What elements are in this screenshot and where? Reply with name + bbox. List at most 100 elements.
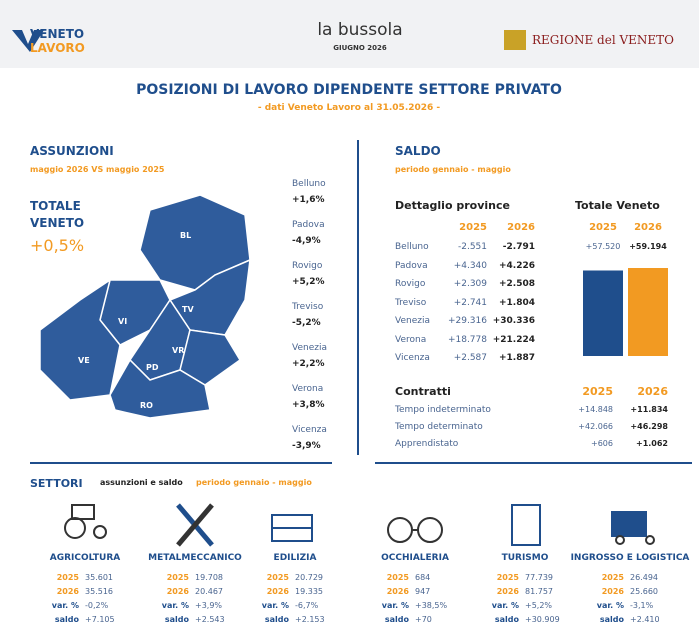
row-name: Tempo indeterminato: [395, 405, 491, 415]
sector-row-label: saldo: [264, 615, 289, 624]
sector-name: TURISMO: [501, 553, 549, 563]
sector-row-value: 81.757: [525, 587, 553, 596]
logo-text: LAVORO: [30, 41, 85, 55]
sector-row-value: 947: [415, 587, 431, 596]
section-heading: ASSUNZIONI: [30, 144, 114, 158]
map-label: TV: [182, 305, 194, 314]
logo-mark: [12, 30, 44, 52]
row-2025: -2.551: [457, 242, 487, 252]
sector-name: AGRICOLTURA: [49, 553, 121, 563]
province-name: Padova: [292, 220, 325, 230]
row-2025: +2.587: [453, 353, 487, 363]
row-2026: +1.887: [498, 353, 535, 363]
sector-row-value: 19.708: [195, 573, 223, 582]
title: POSIZIONI DI LAVORO DIPENDENTE SETTORE P…: [136, 82, 562, 98]
sector-row-value: -0,2%: [85, 601, 109, 610]
logo-text: VENETO: [30, 27, 85, 41]
subtitle: - dati Veneto Lavoro al 31.05.2026 -: [257, 103, 441, 113]
sector-row-value: 26.494: [630, 573, 658, 582]
province-value: +1,6%: [292, 195, 325, 205]
row-2026: +4.226: [498, 260, 535, 271]
sector-row-label: var. %: [596, 601, 624, 610]
province-value: +5,2%: [292, 277, 325, 287]
row-2026: +1.062: [635, 439, 668, 448]
row-2025: +2.309: [453, 279, 487, 289]
bar: [583, 270, 623, 356]
row-name: Tempo determinato: [395, 422, 483, 432]
map-label: RO: [140, 401, 153, 410]
section-heading: SALDO: [395, 144, 441, 158]
sector-row-label: var. %: [161, 601, 189, 610]
contracts-title: Contratti: [395, 385, 451, 398]
map: [39, 194, 251, 419]
row-2025: +14.848: [578, 405, 613, 414]
row-2025: +4.340: [453, 260, 487, 271]
province-value: -3,9%: [292, 441, 321, 451]
row-name: Vicenza: [395, 353, 430, 363]
map-label: PD: [146, 363, 159, 372]
bussola-title: la bussola: [317, 20, 403, 40]
sector-row-value: 35.601: [85, 573, 113, 582]
sector-row-value: 25.660: [630, 587, 658, 596]
sector-row-label: saldo: [54, 615, 79, 624]
header-band: [0, 0, 699, 68]
col-head: 2025: [459, 222, 487, 233]
row-2025: +18.778: [447, 334, 487, 345]
province-value: +3,8%: [292, 400, 325, 410]
section-subheading: periodo gennaio - maggio: [395, 165, 511, 174]
map-label: VI: [118, 317, 127, 326]
sector-row-label: saldo: [384, 615, 409, 624]
bussola-date: GIUGNO 2026: [333, 44, 387, 52]
province-name: Treviso: [292, 302, 324, 312]
sector-row-label: 2025: [266, 573, 289, 582]
detail-title: Dettaglio province: [395, 199, 510, 212]
sector-row-label: 2025: [56, 573, 79, 582]
region-logo: [504, 30, 526, 50]
bar: [628, 268, 668, 356]
sector-row-value: 19.335: [295, 587, 323, 596]
province-value: +2,2%: [292, 359, 325, 369]
sector-row-value: +2.543: [195, 615, 225, 624]
col-head: 2025: [582, 385, 613, 398]
province-name: Rovigo: [292, 261, 323, 271]
row-name: Venezia: [395, 316, 430, 326]
sector-row-label: 2026: [266, 587, 289, 596]
sector-row-value: +2.410: [630, 615, 660, 624]
row-name: Belluno: [395, 242, 429, 252]
row-2026: +1.804: [498, 297, 535, 308]
sector-row-value: +7.105: [85, 615, 115, 624]
sector-row-label: var. %: [261, 601, 289, 610]
sector-row-value: 20.467: [195, 587, 223, 596]
province-name: Venezia: [292, 343, 327, 353]
year: 2025: [589, 222, 617, 233]
map-label: VR: [172, 346, 184, 355]
sector-row-value: 684: [415, 573, 431, 582]
sector-row-label: 2026: [56, 587, 79, 596]
row-name: Apprendistato: [395, 439, 459, 449]
sector-row-value: +5,2%: [525, 601, 553, 610]
province-value: -4,9%: [292, 236, 321, 246]
sector-row-label: 2026: [496, 587, 519, 596]
sector-row-label: 2025: [386, 573, 409, 582]
sector-row-label: 2025: [166, 573, 189, 582]
section-heading: SETTORI: [30, 477, 83, 490]
sector-row-value: 20.729: [295, 573, 323, 582]
sector-row-label: saldo: [599, 615, 624, 624]
row-name: Verona: [395, 334, 427, 345]
col-head: 2026: [637, 385, 668, 398]
section-subheading: assunzioni e saldo: [100, 478, 183, 487]
sector-icons: [64, 503, 655, 547]
row-name: Rovigo: [395, 279, 426, 289]
sector-row-value: +70: [415, 615, 432, 624]
row-name: Treviso: [395, 297, 427, 308]
total-title: Totale Veneto: [575, 199, 660, 212]
row-2026: +21.224: [492, 334, 535, 345]
row-2025: +606: [591, 439, 613, 448]
row-2026: +46.298: [630, 422, 668, 431]
row-name: Padova: [395, 260, 428, 271]
sector-row-value: 35.516: [85, 587, 113, 596]
province-name: Belluno: [292, 179, 326, 189]
row-2025: +2.741: [453, 297, 487, 308]
